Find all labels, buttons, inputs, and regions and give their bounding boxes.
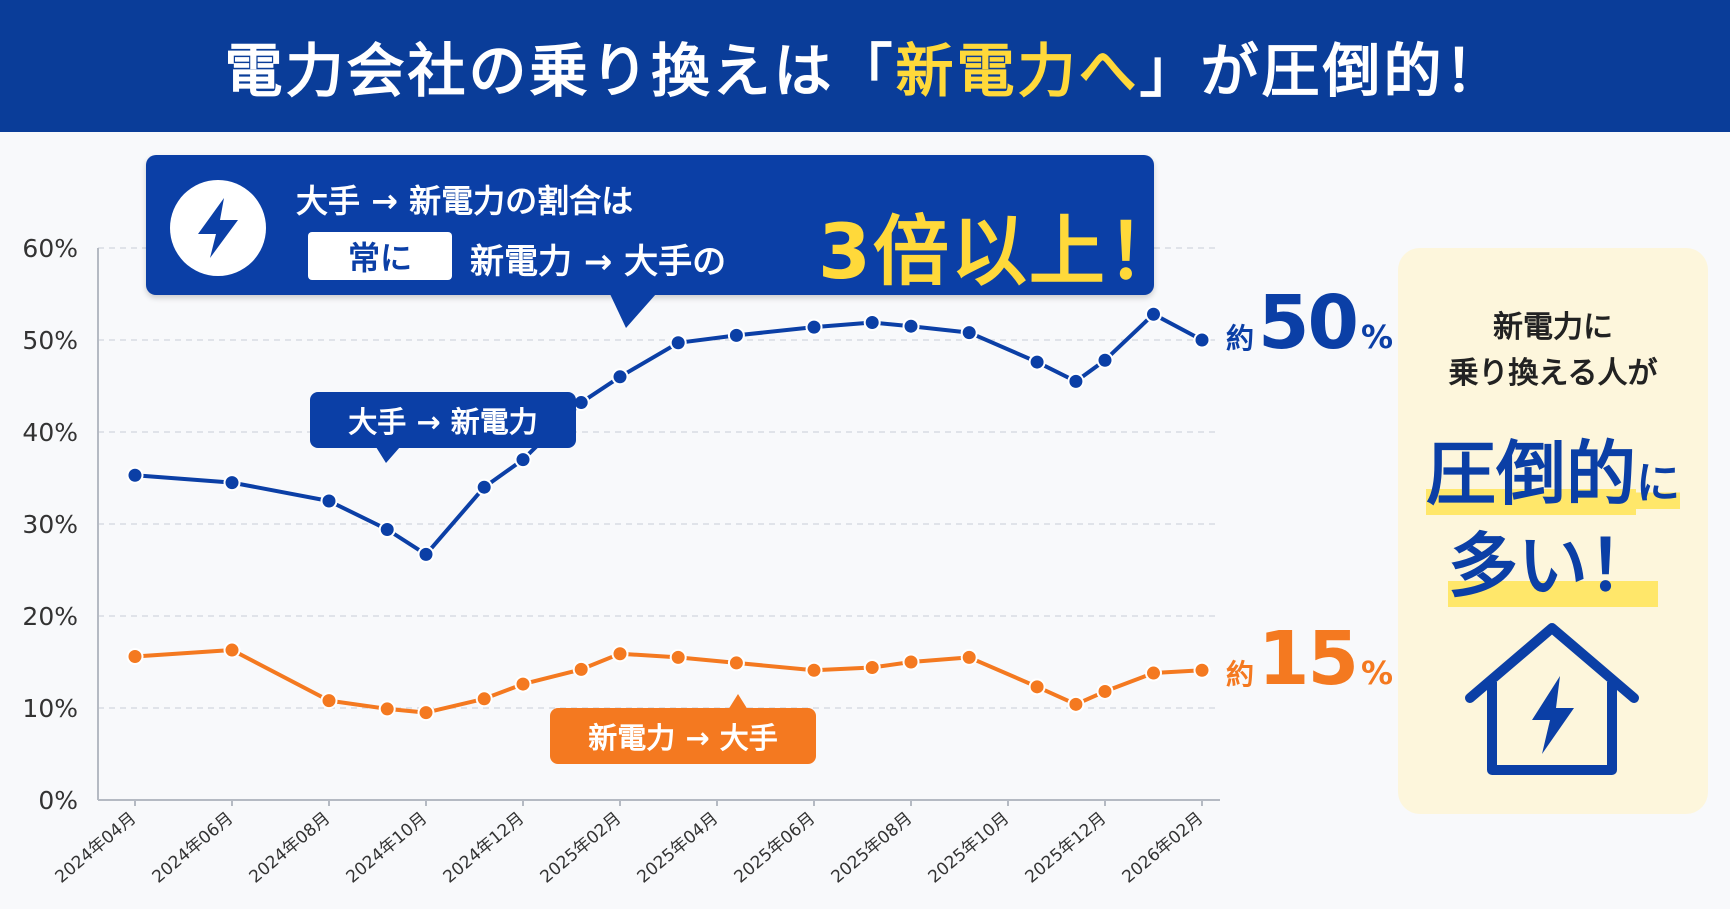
y-tick-label: 50% [22,326,78,355]
end-label-blue-value: 50 [1258,280,1359,366]
x-tick-label: 2024年10月 [343,809,432,888]
data-point [417,704,435,722]
callout-tail [610,294,656,328]
data-point [611,645,629,663]
lightning-bolt-icon [170,180,266,276]
end-label-blue-prefix: 約 [1226,322,1255,355]
data-point [1067,695,1085,713]
callout-always-box: 常に [308,232,452,280]
data-point [1193,661,1211,679]
data-point [475,478,493,496]
series-label-blue: 大手 → 新電力 [310,392,576,448]
data-point [514,451,532,469]
data-point [320,492,338,510]
end-label-blue: 約 50 % [1226,280,1393,366]
data-point [960,324,978,342]
data-point [475,690,493,708]
series [126,305,1211,722]
callout-headline: 3倍以上！ [818,207,1185,296]
x-tick-label: 2025年12月 [1022,809,1111,888]
grid-lines [98,247,1220,709]
data-point [223,474,241,492]
side-panel-big-suffix: に [1636,458,1680,509]
x-tick-label: 2025年06月 [731,809,820,888]
data-point [320,692,338,710]
page-title: 電力会社の乗り換えは「 新電力へ 」が圧倒的！ [0,0,1730,132]
header-banner [0,0,1730,132]
data-point [378,521,396,539]
data-point [1067,372,1085,390]
end-label-blue-unit: % [1361,318,1394,356]
x-tick-label: 2026年02月 [1119,809,1208,888]
side-panel-line-1: 新電力に [1493,310,1613,345]
data-point [863,659,881,677]
callout-line-1: 大手 → 新電力の割合は [296,182,634,220]
data-point [669,334,687,352]
series-label-orange: 新電力 → 大手 [550,708,816,764]
axes: 0%10%20%30%40%50%60%2024年04月 2024年06月 2024… [22,234,1220,887]
y-tick-label: 30% [22,510,78,539]
data-point [727,654,745,672]
title-part-2: 」が圧倒的！ [1139,37,1506,105]
data-point [378,700,396,718]
data-point [805,318,823,336]
side-panel-line-2: 乗り換える人が [1448,356,1658,391]
y-tick-label: 0% [38,786,78,815]
x-tick-label: 2024年06月 [149,809,238,888]
data-point [417,545,435,563]
data-point [1096,351,1114,369]
callout-line-2: 新電力 → 大手の [470,242,727,282]
x-tick-label: 2024年04月 [52,809,141,888]
data-point [514,675,532,693]
side-panel-headline-1: 圧倒的に [1398,418,1708,519]
x-tick-label: 2025年08月 [828,809,917,888]
data-point [1193,331,1211,349]
data-point [669,648,687,666]
end-label-orange-prefix: 約 [1226,658,1255,691]
end-label-orange-value: 15 [1258,616,1359,702]
data-point [863,314,881,332]
data-point [805,661,823,679]
title-highlight: 新電力へ [895,37,1140,105]
end-label-orange: 約 15 % [1226,616,1393,702]
data-point [611,368,629,386]
data-point [902,317,920,335]
series-label-blue-tail [376,447,400,463]
side-panel-big-text: 圧倒的 [1426,433,1636,515]
data-point [960,648,978,666]
data-point [572,660,590,678]
x-tick-label: 2024年08月 [246,809,335,888]
data-point [223,641,241,659]
data-point [1028,678,1046,696]
data-point [126,466,144,484]
y-tick-label: 60% [22,234,78,263]
data-point [126,647,144,665]
data-point [1145,305,1162,323]
y-tick-label: 40% [22,418,78,447]
data-point [727,326,745,344]
series-label-orange-tail [728,694,748,710]
title-part-1: 電力会社の乗り換えは「 [224,37,896,105]
x-tick-label: 2025年10月 [925,809,1014,888]
x-tick-label: 2024年12月 [440,809,529,888]
house-lightning-icon [1465,623,1639,775]
y-tick-label: 10% [22,694,78,723]
side-panel-headline-2: 多い！ [1398,510,1708,611]
y-tick-label: 20% [22,602,78,631]
data-point [1096,682,1114,700]
data-point [1028,353,1046,371]
data-point [1145,664,1162,682]
x-tick-label: 2025年02月 [537,809,626,888]
data-point [902,653,920,671]
end-label-orange-unit: % [1361,654,1394,692]
x-tick-label: 2025年04月 [634,809,723,888]
series-line [133,312,1204,557]
side-panel-big-text-2: 多い！ [1448,525,1658,607]
